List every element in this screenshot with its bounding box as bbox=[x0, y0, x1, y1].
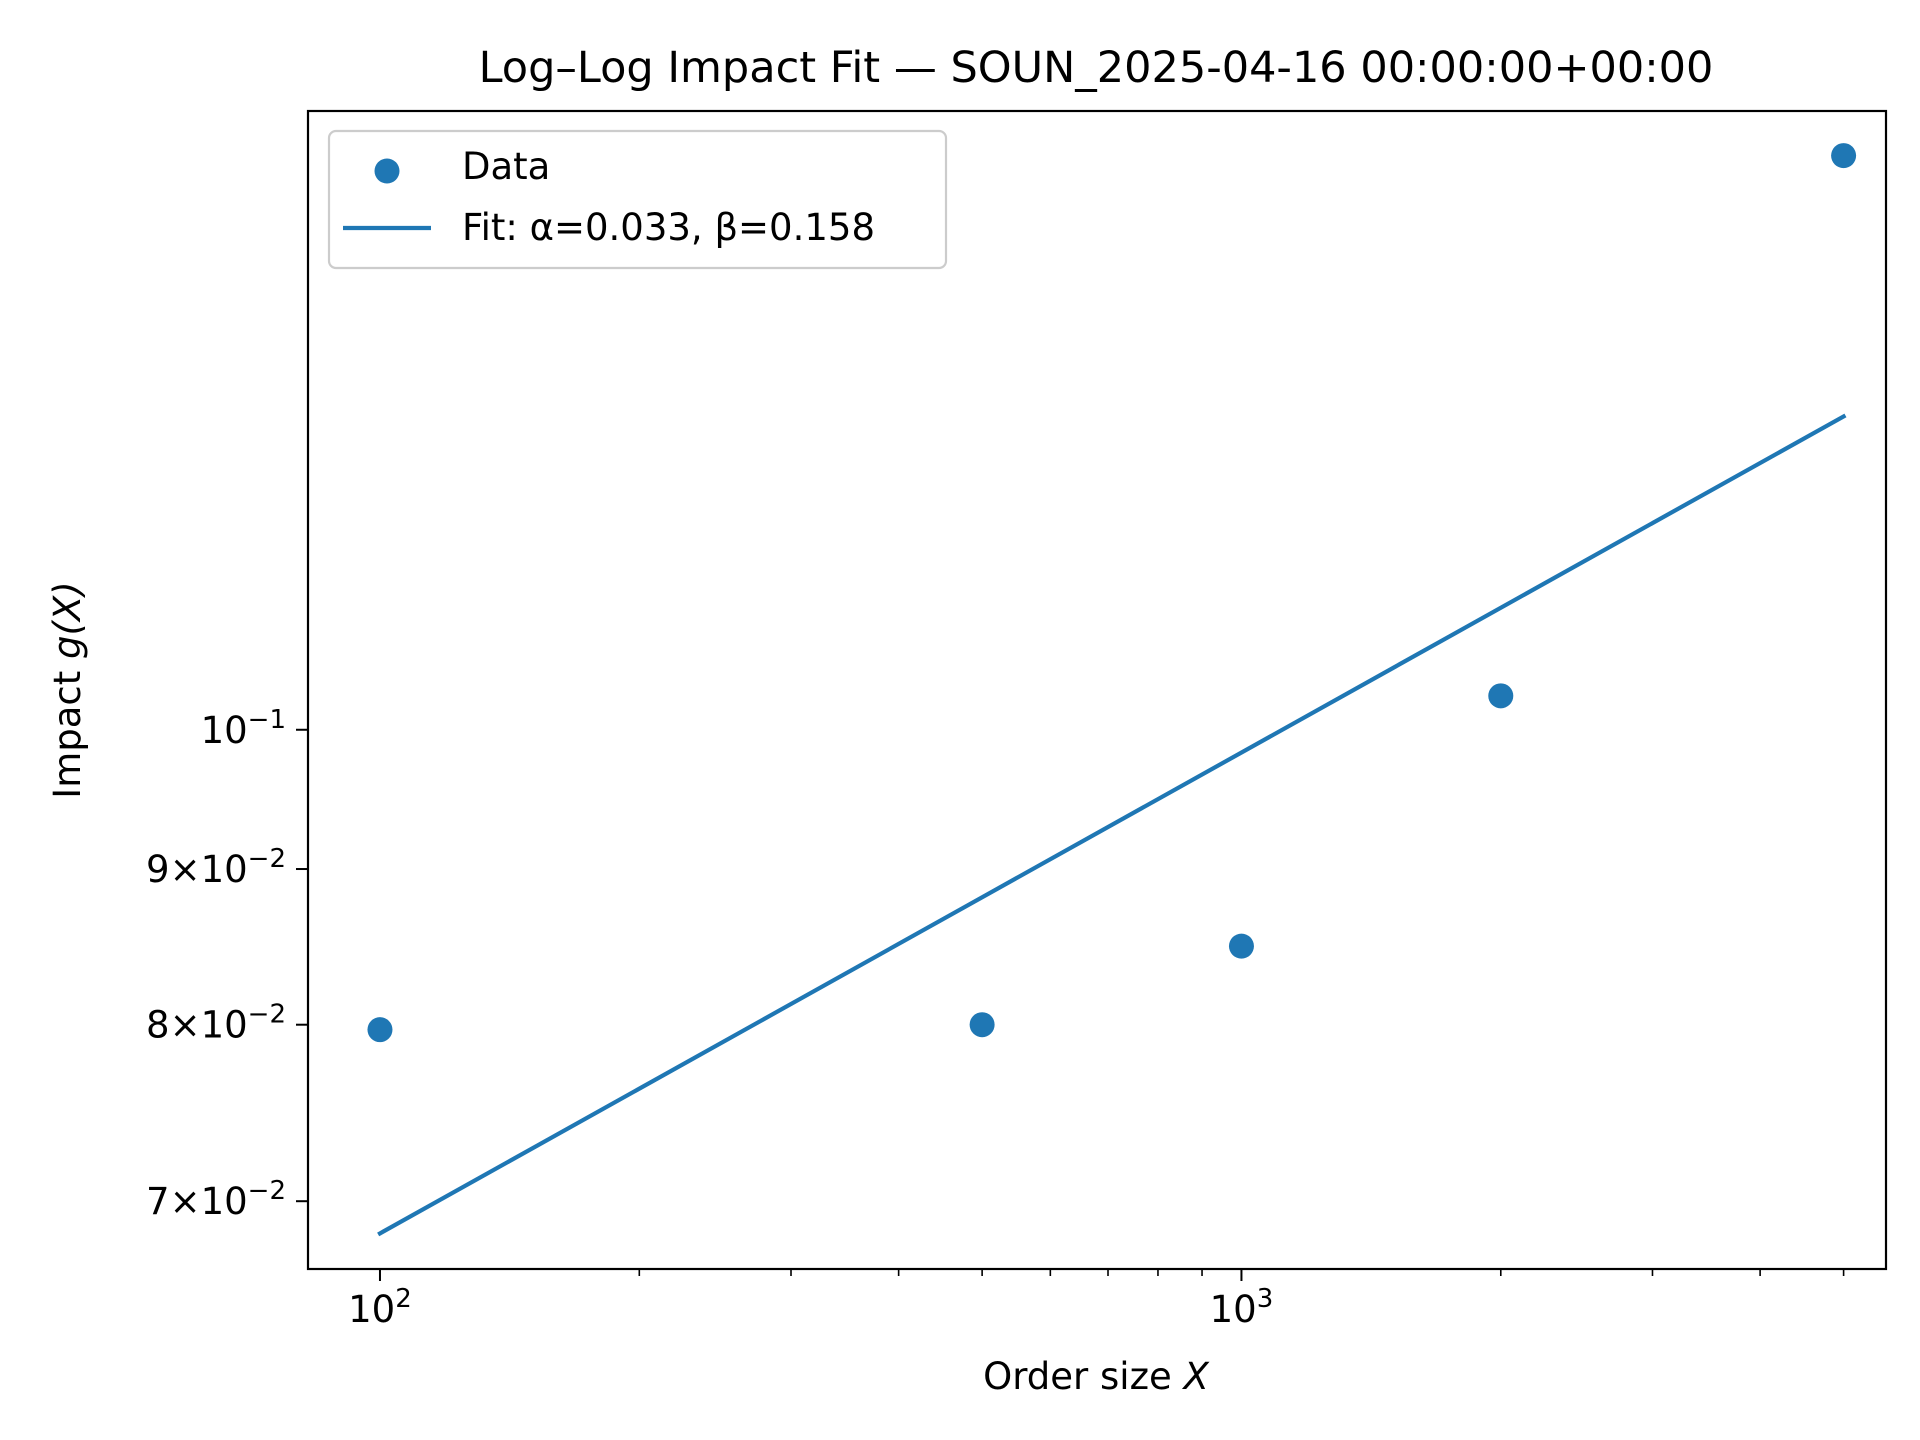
y-tick-exponent: −2 bbox=[248, 844, 286, 874]
y-tick-label: 9×10−2 bbox=[146, 844, 286, 891]
data-point bbox=[1831, 143, 1857, 169]
x-tick-exponent: 3 bbox=[1257, 1284, 1274, 1314]
legend: Data Fit: α=0.033, β=0.158 bbox=[327, 129, 948, 270]
y-tick-base: 10 bbox=[201, 848, 248, 891]
y-tick-exponent: −1 bbox=[248, 705, 286, 735]
x-axis-label: Order size X bbox=[983, 1355, 1210, 1398]
y-tick-base: 10 bbox=[201, 1180, 248, 1223]
y-tick-label: 10−1 bbox=[201, 705, 286, 752]
y-tick-mantissa: 8× bbox=[146, 1004, 201, 1047]
legend-box bbox=[327, 129, 948, 270]
y-axis-label: Impact g(X) bbox=[46, 581, 89, 798]
axes-frame bbox=[306, 109, 1888, 1271]
legend-fit-label: Fit: α=0.033, β=0.158 bbox=[462, 206, 875, 249]
y-tick-exponent: −2 bbox=[248, 1000, 286, 1030]
y-tick-mantissa: 7× bbox=[146, 1180, 201, 1223]
x-tick-base: 10 bbox=[348, 1288, 395, 1331]
x-tick-base: 10 bbox=[1210, 1288, 1257, 1331]
y-tick-base: 10 bbox=[201, 709, 248, 752]
y-tick-exponent: −2 bbox=[248, 1176, 286, 1206]
x-tick-label: 103 bbox=[1210, 1284, 1274, 1331]
data-point bbox=[969, 1012, 995, 1038]
y-tick-label: 8×10−2 bbox=[146, 1000, 286, 1047]
data-point bbox=[367, 1017, 393, 1043]
y-tick-base: 10 bbox=[201, 1004, 248, 1047]
legend-data-label: Data bbox=[462, 145, 550, 188]
y-tick-label: 7×10−2 bbox=[146, 1176, 286, 1223]
y-tick-mantissa: 9× bbox=[146, 848, 201, 891]
data-point bbox=[1228, 933, 1254, 959]
x-tick-exponent: 2 bbox=[395, 1284, 412, 1314]
legend-data-marker bbox=[374, 158, 400, 184]
x-tick-label: 102 bbox=[348, 1284, 412, 1331]
chart-title: Log–Log Impact Fit — SOUN_2025-04-16 00:… bbox=[479, 43, 1714, 93]
fit-line bbox=[377, 413, 1847, 1237]
data-point bbox=[1488, 683, 1514, 709]
